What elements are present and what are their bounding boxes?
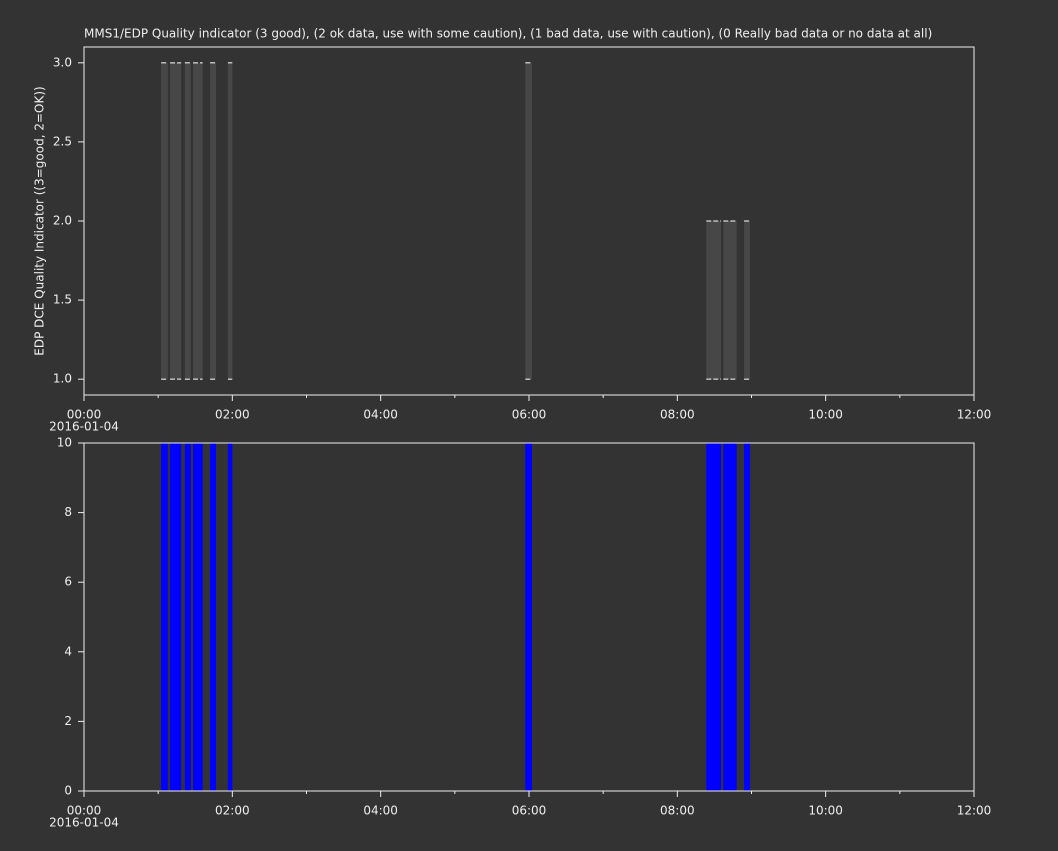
x-tick-label: 00:00 (67, 804, 102, 818)
x-tick-label: 06:00 (512, 408, 547, 422)
y-tick-label: 8 (64, 505, 72, 519)
bar (744, 221, 751, 380)
y-tick-label: 0 (64, 784, 72, 798)
x-tick-label: 06:00 (512, 804, 547, 818)
x-tick-label: 00:00 (67, 408, 102, 422)
x-tick-label: 12:00 (957, 408, 992, 422)
y-tick-label: 2.0 (53, 214, 72, 228)
bar (706, 221, 722, 380)
chart-title: MMS1/EDP Quality indicator (3 good), (2 … (84, 27, 932, 41)
x-tick-label: 08:00 (660, 804, 695, 818)
bar (184, 443, 191, 791)
bar (184, 62, 191, 380)
bar (170, 443, 182, 791)
bar (161, 443, 168, 791)
x-tick-label: 04:00 (363, 408, 398, 422)
y-tick-label: 6 (64, 575, 72, 589)
date-label: 2016-01-04 (49, 816, 119, 830)
x-tick-label: 08:00 (660, 408, 695, 422)
y-tick-label: 4 (64, 644, 72, 658)
bar (210, 62, 217, 380)
y-tick-label: 2 (64, 714, 72, 728)
bar (744, 443, 751, 791)
x-tick-label: 04:00 (363, 804, 398, 818)
x-tick-label: 02:00 (215, 408, 250, 422)
y-tick-label: 1.0 (53, 372, 72, 386)
bar (723, 443, 737, 791)
y-axis-label: EDP DCE Quality Indicator ((3=good, 2=OK… (33, 86, 47, 355)
bar (525, 62, 532, 380)
y-tick-label: 2.5 (53, 134, 72, 148)
bar (723, 221, 737, 380)
bar (706, 443, 722, 791)
bar (227, 62, 233, 380)
bar (193, 443, 203, 791)
bar (193, 62, 203, 380)
x-tick-label: 10:00 (808, 804, 843, 818)
bar (525, 443, 532, 791)
date-label: 2016-01-04 (49, 420, 119, 434)
x-tick-label: 02:00 (215, 804, 250, 818)
bar (227, 443, 233, 791)
y-tick-label: 10 (57, 436, 72, 450)
y-tick-label: 3.0 (53, 55, 72, 69)
x-tick-label: 12:00 (957, 804, 992, 818)
bar (210, 443, 217, 791)
bar (170, 62, 182, 380)
x-tick-label: 10:00 (808, 408, 843, 422)
y-tick-label: 1.5 (53, 293, 72, 307)
bar (161, 62, 168, 380)
